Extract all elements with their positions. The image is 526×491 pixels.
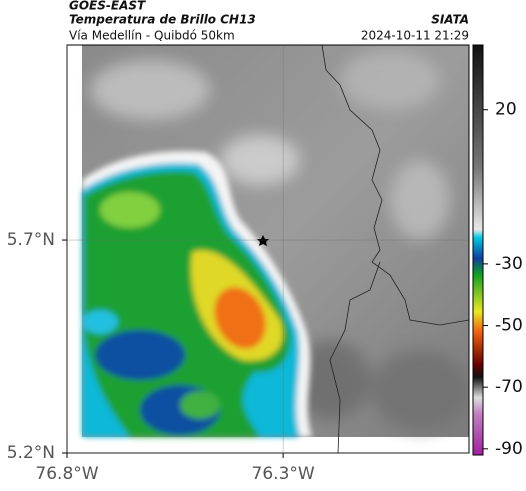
colorbar-tick-label: 20: [495, 100, 517, 120]
colorbar-tick-label: -50: [495, 316, 523, 336]
colorbar-tick-label: -70: [495, 377, 523, 397]
colorbar-tick-label: -90: [495, 439, 523, 459]
y-tick-label: 5.7°N: [7, 230, 55, 250]
colorbar: [472, 44, 484, 456]
x-tick-label: 76.8°W: [35, 464, 98, 484]
satellite-image: [82, 45, 469, 453]
source: SIATA: [431, 13, 469, 27]
location: Vía Medellín - Quibdó 50km: [69, 29, 235, 43]
y-tick-label: 5.2°N: [7, 443, 55, 463]
location-marker: [257, 235, 269, 246]
subtitle: Temperatura de Brillo CH13: [69, 13, 256, 27]
colorbar-tick-label: -30: [495, 254, 523, 274]
x-tick-label: 76.3°W: [252, 464, 315, 484]
title: GOES-EAST: [69, 0, 146, 13]
timestamp: 2024-10-11 21:29: [361, 29, 469, 43]
